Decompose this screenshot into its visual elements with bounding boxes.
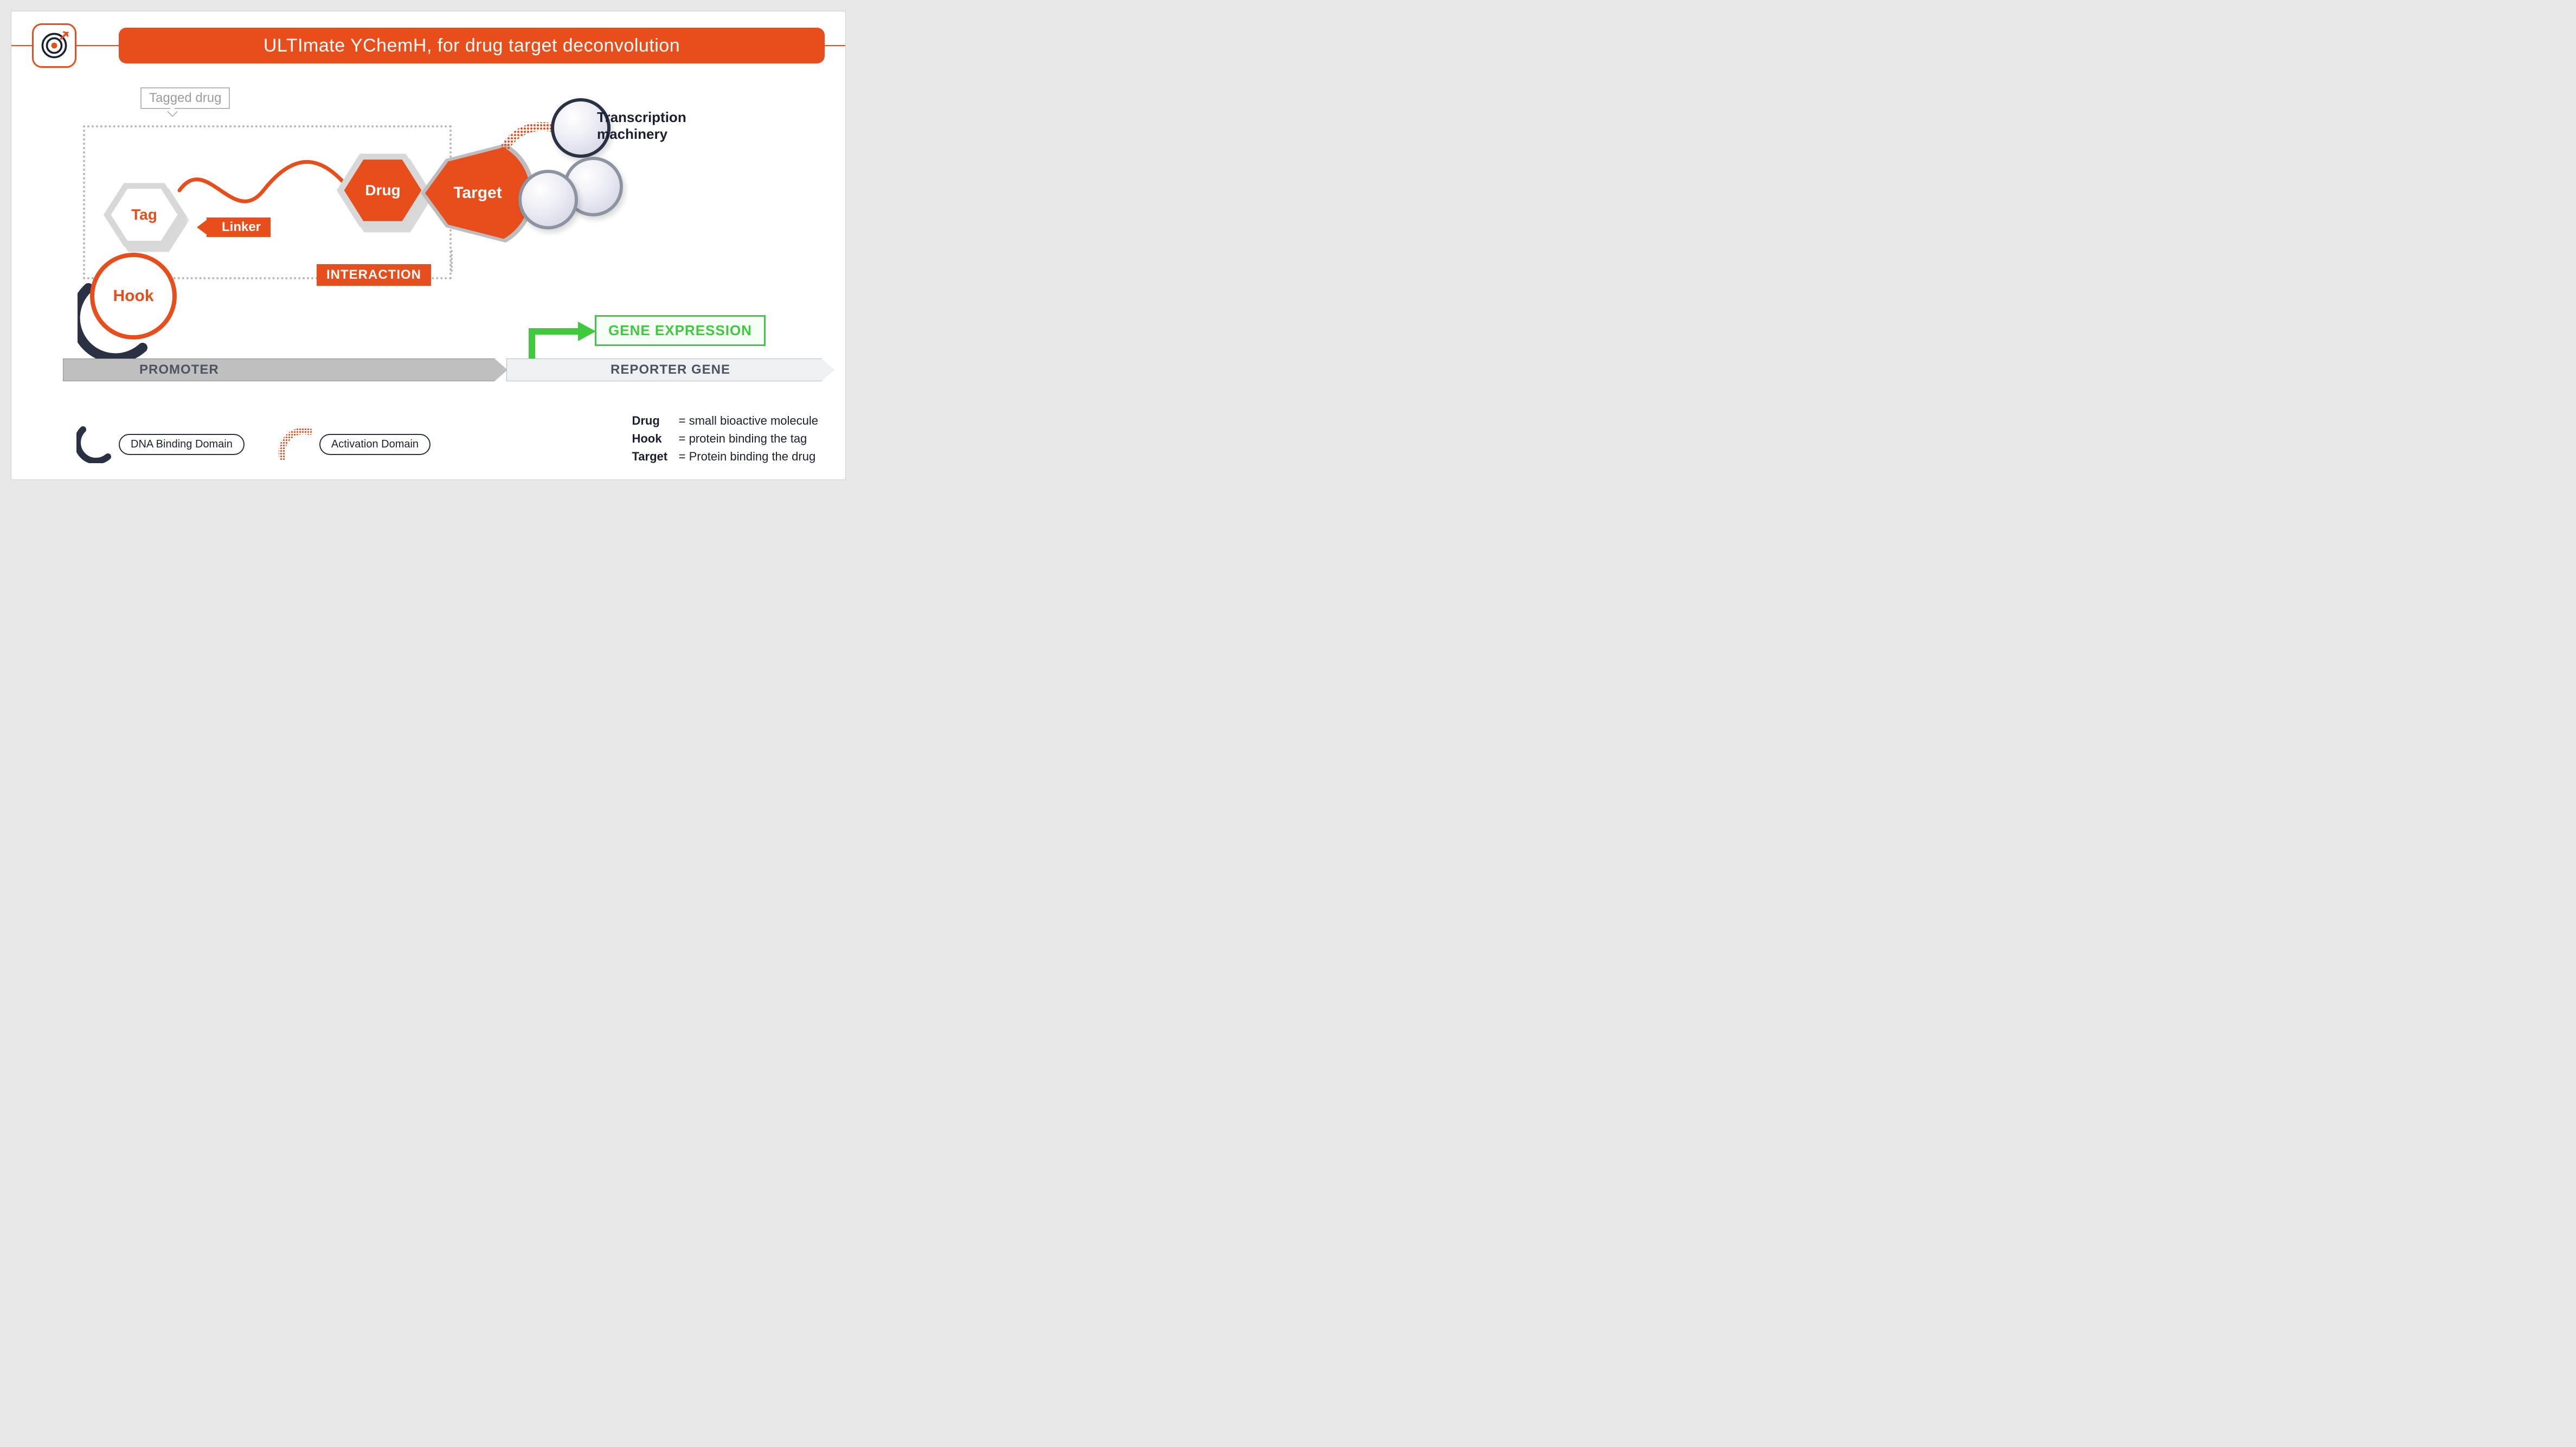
promoter-label: PROMOTER [139, 362, 219, 377]
target-interaction-connector [451, 250, 453, 272]
gene-expression-label: GENE EXPRESSION [595, 315, 766, 346]
legend-dna-label: DNA Binding Domain [119, 434, 245, 455]
hook-label: Hook [113, 287, 154, 305]
legend-item-activation: Activation Domain [277, 425, 431, 463]
gene-axis: PROMOTER REPORTER GENE [63, 358, 834, 381]
legend-activation-label: Activation Domain [319, 434, 431, 455]
interaction-label: INTERACTION [317, 264, 431, 286]
tag-label: Tag [131, 206, 157, 223]
hook-node: Hook [90, 253, 177, 340]
target-icon [32, 23, 76, 68]
dna-binding-arc-icon [76, 425, 114, 463]
target-label: Target [453, 184, 502, 202]
activation-arc-icon [277, 425, 315, 463]
drug-label: Drug [365, 182, 400, 199]
tagged-drug-callout: Tagged drug [140, 87, 230, 109]
tag-node: Tag [104, 180, 185, 250]
definitions: Drug = small bioactive molecule Hook = p… [632, 412, 818, 465]
definition-row: Hook = protein binding the tag [632, 430, 818, 447]
tm-line2: machinery [597, 126, 667, 142]
def-term: Drug [632, 412, 675, 430]
def-text: protein binding the tag [689, 432, 807, 445]
definition-row: Drug = small bioactive molecule [632, 412, 818, 430]
def-text: Protein binding the drug [689, 450, 816, 463]
def-text: small bioactive molecule [689, 414, 818, 427]
page-title: ULTImate YChemH, for drug target deconvo… [119, 28, 825, 63]
tm-line1: Transcription [597, 109, 686, 125]
transcription-machinery-label: Transcription machinery [597, 109, 686, 143]
reporter-label: REPORTER GENE [611, 362, 730, 377]
linker-label: Linker [207, 217, 271, 237]
def-term: Target [632, 447, 675, 465]
reporter-segment: REPORTER GENE [506, 358, 834, 381]
drug-node: Drug [337, 150, 429, 231]
def-term: Hook [632, 430, 675, 447]
linker-edge [174, 158, 353, 223]
definition-row: Target = Protein binding the drug [632, 447, 818, 465]
promoter-segment: PROMOTER [63, 358, 508, 381]
transcription-sphere [518, 170, 578, 229]
diagram-canvas: ULTImate YChemH, for drug target deconvo… [11, 11, 846, 480]
legend-item-dna: DNA Binding Domain [76, 425, 245, 463]
